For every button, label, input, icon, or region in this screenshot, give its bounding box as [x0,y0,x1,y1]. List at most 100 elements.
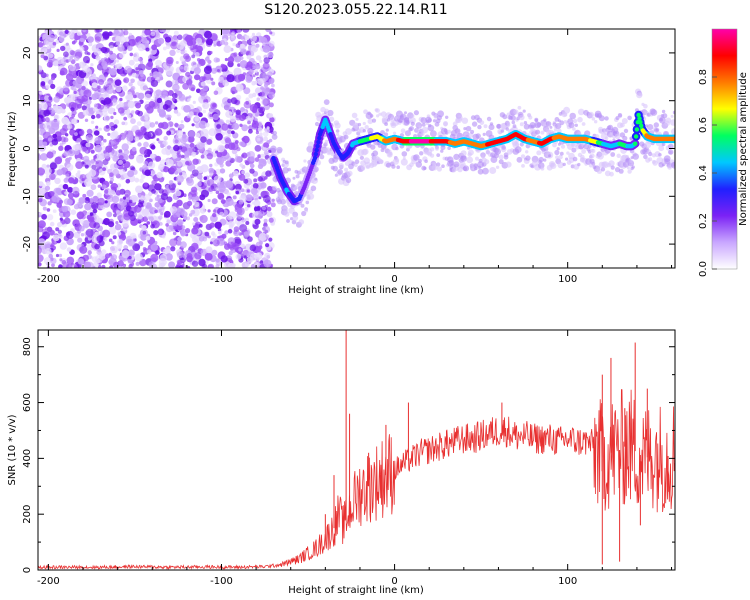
ridge-halo-cell [380,111,387,118]
noise-cell [66,97,71,103]
noise-cell [245,75,253,83]
noise-cell [168,180,174,185]
noise-cell [113,29,120,35]
noise-cell [186,178,195,187]
noise-cell [260,77,266,84]
noise-cell [258,106,265,114]
noise-cell [55,39,60,44]
noise-cell [219,168,226,174]
noise-cell [107,107,115,115]
noise-cell [168,225,174,230]
noise-cell [102,229,111,238]
ridge-halo-cell [671,128,675,136]
ridge-halo-cell [517,105,522,110]
noise-cell [149,72,154,77]
ridge-halo-cell [447,129,451,134]
ridge-halo-cell [384,132,389,137]
noise-cell [244,172,251,178]
noise-cell [193,111,197,116]
noise-cell [85,228,94,237]
noise-cell [250,187,258,195]
x-tick-label: -200 [37,274,60,285]
noise-cell [261,37,268,44]
noise-cell [265,234,270,239]
noise-cell [106,211,113,218]
noise-cell [241,170,246,175]
noise-cell [196,45,204,53]
ridge-halo-cell [447,146,451,150]
ridge-halo-cell [557,128,562,134]
noise-cell [100,46,108,54]
noise-cell [161,234,166,239]
noise-cell [155,94,160,98]
noise-cell [110,125,116,131]
noise-cell [115,59,119,63]
noise-cell [193,67,201,75]
ridge-halo-cell [540,130,545,135]
noise-cell [200,128,209,137]
ridge-halo-cell [554,149,560,156]
noise-cell [215,133,223,141]
noise-cell [224,137,232,144]
ridge-halo-cell [363,109,368,115]
ridge-halo-cell [475,156,479,161]
ridge-halo-cell [463,165,470,172]
noise-cell [231,130,235,135]
noise-cell [79,219,84,225]
noise-cell [93,48,101,56]
x-tick-label: 0 [391,576,397,587]
ridge-cell-inner [633,141,638,146]
y-tick-label: 0 [22,567,33,573]
ridge-halo-cell [549,125,553,129]
noise-cell [174,122,179,128]
noise-cell [38,41,44,48]
ridge-halo-cell [525,150,529,154]
noise-cell [255,131,259,135]
noise-cell [51,263,55,268]
ridge-halo-cell [653,122,659,128]
noise-cell [252,92,257,98]
noise-cell [42,231,50,240]
noise-cell [140,73,144,77]
noise-cell [77,258,85,265]
ridge-halo-cell [400,158,408,166]
noise-cell [264,176,268,180]
ridge-halo-cell [467,149,474,156]
ridge-halo-cell [272,185,277,191]
spectrogram-x-ticks: -200 -100 0 100 [37,29,673,285]
noise-cell [70,59,76,65]
noise-cell [156,76,160,80]
ridge-halo-cell [314,177,318,181]
ridge-halo-cell [432,162,438,168]
noise-cell [130,85,136,91]
ridge-halo-cell [591,161,596,166]
noise-cell [248,69,254,75]
ridge-halo-cell [370,144,376,150]
colorbar-label: Normalized spectral amplitude [738,72,749,226]
noise-cell [68,156,72,160]
noise-cell [62,62,67,66]
noise-cell [123,149,130,155]
noise-cell [81,64,90,73]
noise-cell [230,142,239,151]
noise-cell [116,63,123,70]
noise-cell [239,123,243,128]
noise-cell [188,194,192,198]
noise-cell [51,119,60,128]
noise-cell [170,104,176,110]
noise-cell [173,109,179,114]
ridge-halo-cell [421,123,426,127]
noise-cell [213,43,217,47]
noise-cell [67,186,74,193]
ridge-halo-cell [604,116,609,121]
noise-cell [213,90,219,96]
noise-cell [227,228,233,234]
noise-cell [199,76,206,83]
noise-cell [228,250,233,256]
noise-cell [110,245,118,254]
noise-cell [250,34,257,42]
snr-y-axis-label: SNR (10 * v/v) [7,414,18,485]
noise-cell [65,133,69,137]
ridge-halo-cell [594,120,598,124]
noise-cell [137,43,146,52]
